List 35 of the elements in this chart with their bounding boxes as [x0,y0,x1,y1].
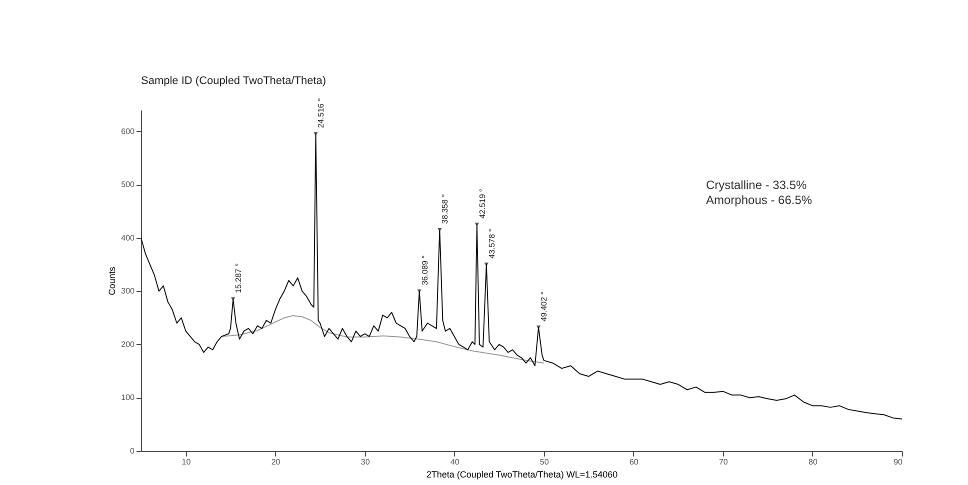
y-tick-label: 300 [121,286,136,296]
y-tick-label: 200 [121,340,136,349]
x-tick-label: 40 [450,458,460,466]
x-tick-label: 80 [808,458,818,466]
annotation: Crystalline - 33.5% [706,178,808,192]
x-tick-label: 20 [271,458,281,466]
y-tick-label: 600 [121,126,136,136]
annotation: 36.089 ° [420,255,430,286]
x-axis-title: 2Theta (Coupled TwoTheta/Theta) WL=1.54060 [426,470,618,480]
point [417,289,422,293]
annotation: 42.519 ° [478,188,487,219]
y-tick-label: 400 [121,233,136,242]
point [484,262,489,266]
x-tick-label: 90 [894,458,904,466]
x-tick-label: 10 [182,458,192,466]
point [230,297,236,301]
x-tick-label: 30 [360,458,370,466]
annotation: Amorphous - 66.5% [706,193,812,207]
y-tick-label: 100 [121,393,136,402]
y-tick-label: 0 [130,446,136,456]
annotation: 43.578 ° [487,228,496,259]
point [474,222,480,226]
annotation: 15.287 ° [234,263,244,294]
chart-title: Sample ID (Coupled TwoTheta/Theta) [141,75,326,88]
x-tick-label: 50 [540,458,550,466]
annotation: 38.358 ° [440,194,450,224]
point [314,132,318,136]
annotation: 24.516 ° [316,98,326,128]
y-axis-title: Counts [107,266,118,296]
x-tick-label: 60 [629,458,639,466]
y-tick-label: 500 [121,180,136,190]
x-tick-label: 70 [718,458,728,466]
point [438,228,442,232]
line-series [141,132,902,420]
annotation: 49.402 ° [540,291,549,322]
